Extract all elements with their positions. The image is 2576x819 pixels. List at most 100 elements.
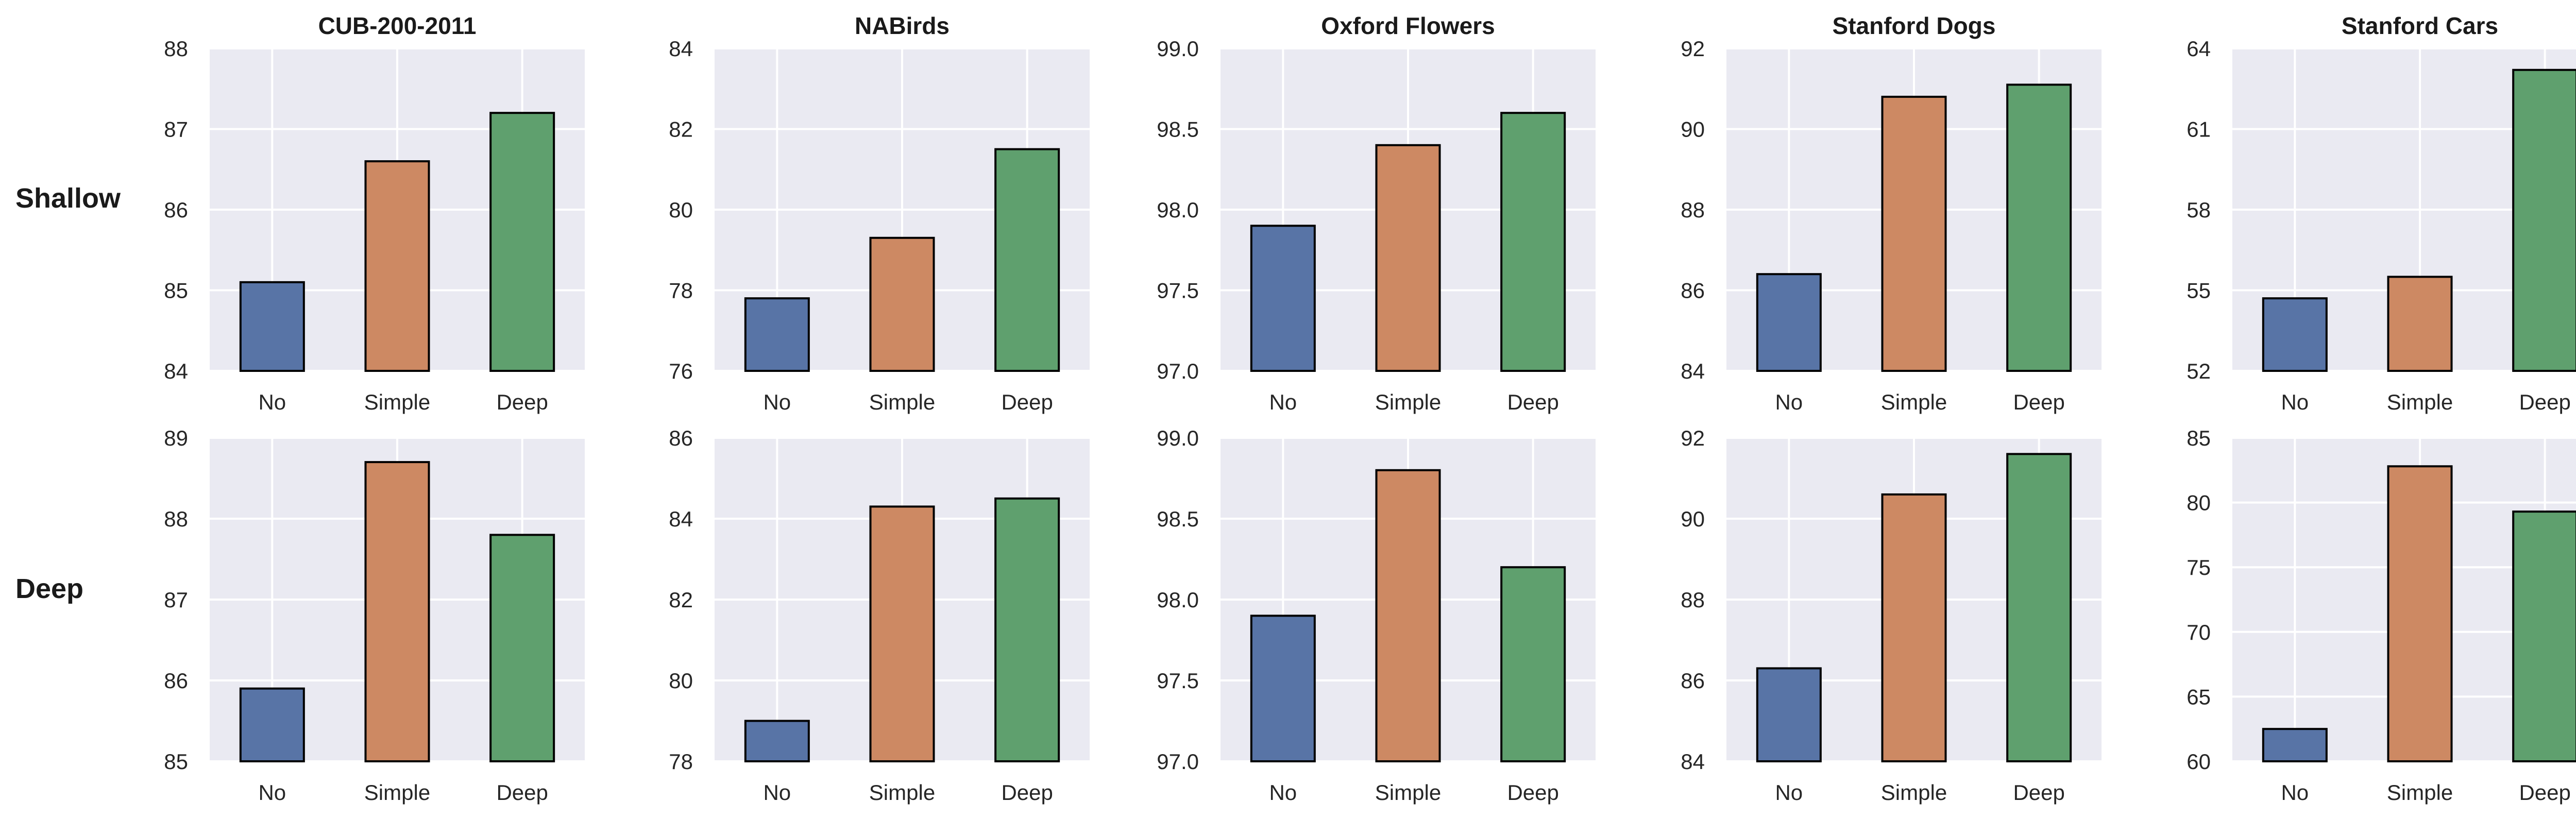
y-tick-label: 88 — [164, 37, 188, 61]
y-tick-label: 98.5 — [1157, 507, 1199, 531]
chart-panel: 97.0 97.5 98.0 98.5 99.0 No Simple Deep Oxford F… — [1157, 12, 1596, 414]
x-tick-label: Deep — [1507, 780, 1558, 805]
y-tick-label: 86 — [164, 669, 188, 693]
y-tick-label: 86 — [164, 198, 188, 222]
chart-title: Stanford Cars — [2342, 12, 2498, 39]
bar — [1756, 273, 1822, 372]
y-tick-label: 61 — [2187, 117, 2211, 142]
chart-panel: 97.0 97.5 98.0 98.5 99.0 No Simple Deep — [1157, 426, 1596, 805]
bar — [1500, 566, 1566, 762]
x-tick-label: No — [258, 390, 286, 414]
y-tick-label: 80 — [669, 669, 693, 693]
y-tick-label: 92 — [1681, 426, 1705, 450]
bar — [1756, 667, 1822, 762]
y-tick-label: 82 — [669, 588, 693, 612]
bar — [1250, 615, 1316, 763]
bar — [1881, 493, 1947, 762]
y-tick-label: 87 — [164, 117, 188, 142]
chart-panel: 52 55 58 61 64 No Simple Deep Stanford Cars — [2187, 12, 2576, 414]
row-label-shallow: Shallow — [15, 183, 121, 214]
y-tick-label: 97.0 — [1157, 749, 1199, 774]
x-tick-label: Deep — [1001, 390, 1053, 414]
bar — [2262, 728, 2328, 762]
x-tick-label: Deep — [496, 390, 548, 414]
x-tick-label: No — [1269, 390, 1297, 414]
y-tick-label: 98.5 — [1157, 117, 1199, 142]
bar — [869, 505, 935, 762]
x-tick-label: No — [2281, 780, 2309, 805]
y-tick-label: 92 — [1681, 37, 1705, 61]
y-tick-label: 82 — [669, 117, 693, 142]
x-tick-label: Deep — [1507, 390, 1558, 414]
y-tick-label: 86 — [1681, 669, 1705, 693]
y-tick-label: 98.0 — [1157, 198, 1199, 222]
y-tick-label: 98.0 — [1157, 588, 1199, 612]
bar — [364, 461, 430, 762]
bar — [869, 236, 935, 372]
chart-title: NABirds — [855, 12, 950, 39]
y-tick-label: 84 — [164, 359, 188, 383]
bar — [489, 534, 555, 763]
x-tick-label: Simple — [1375, 780, 1441, 805]
x-tick-label: No — [1775, 780, 1803, 805]
x-tick-label: No — [258, 780, 286, 805]
row-label-deep: Deep — [15, 573, 83, 604]
bar — [239, 687, 305, 762]
y-tick-label: 99.0 — [1157, 37, 1199, 61]
bar — [994, 497, 1060, 762]
bar — [2387, 276, 2453, 372]
y-tick-label: 84 — [1681, 359, 1705, 383]
x-tick-label: Simple — [2387, 780, 2453, 805]
y-tick-label: 99.0 — [1157, 426, 1199, 450]
y-tick-label: 70 — [2187, 620, 2211, 644]
x-tick-label: Simple — [1375, 390, 1441, 414]
chart-panel: 60 65 70 75 80 85 No Simple Deep — [2187, 426, 2576, 805]
y-tick-label: 75 — [2187, 555, 2211, 579]
chart-panel: 85 86 87 88 89 No Simple Deep — [164, 426, 585, 805]
x-tick-label: Deep — [1001, 780, 1053, 805]
x-tick-label: Deep — [2013, 390, 2064, 414]
y-tick-label: 78 — [669, 279, 693, 303]
y-tick-label: 65 — [2187, 685, 2211, 709]
y-tick-label: 88 — [1681, 588, 1705, 612]
x-tick-label: Deep — [2013, 780, 2064, 805]
y-tick-label: 88 — [164, 507, 188, 531]
x-tick-label: Deep — [2519, 390, 2570, 414]
bar — [1500, 112, 1566, 372]
chart-title: Oxford Flowers — [1321, 12, 1495, 39]
x-tick-label: Deep — [496, 780, 548, 805]
y-tick-label: 90 — [1681, 117, 1705, 142]
chart-panel: 84 86 88 90 92 No Simple Deep — [1681, 426, 2102, 805]
y-tick-label: 80 — [2187, 491, 2211, 515]
bar — [994, 148, 1060, 372]
y-tick-label: 60 — [2187, 749, 2211, 774]
y-tick-label: 88 — [1681, 198, 1705, 222]
x-tick-label: Simple — [1881, 390, 1947, 414]
y-tick-label: 87 — [164, 588, 188, 612]
bar — [1881, 95, 1947, 372]
x-tick-label: Simple — [364, 390, 430, 414]
bar — [2262, 297, 2328, 372]
y-tick-label: 64 — [2187, 37, 2211, 61]
chart-panel: 84 85 86 87 88 No Simple Deep CUB-200-2011 — [164, 12, 585, 414]
y-tick-label: 86 — [669, 426, 693, 450]
x-tick-label: No — [763, 780, 791, 805]
y-tick-label: 85 — [164, 279, 188, 303]
y-tick-label: 97.5 — [1157, 669, 1199, 693]
x-tick-label: Simple — [364, 780, 430, 805]
chart-panel: 78 80 82 84 86 No Simple Deep — [669, 426, 1090, 805]
y-tick-label: 90 — [1681, 507, 1705, 531]
x-tick-label: Simple — [1881, 780, 1947, 805]
x-tick-label: No — [2281, 390, 2309, 414]
bar — [1375, 144, 1441, 372]
bar — [2512, 69, 2576, 372]
x-tick-label: Deep — [2519, 780, 2570, 805]
x-tick-label: Simple — [869, 780, 935, 805]
bar — [2512, 510, 2576, 763]
bar — [1250, 225, 1316, 372]
bar — [2006, 453, 2072, 762]
y-tick-label: 76 — [669, 359, 693, 383]
bar — [744, 720, 810, 762]
y-tick-label: 58 — [2187, 198, 2211, 222]
x-tick-label: Simple — [2387, 390, 2453, 414]
